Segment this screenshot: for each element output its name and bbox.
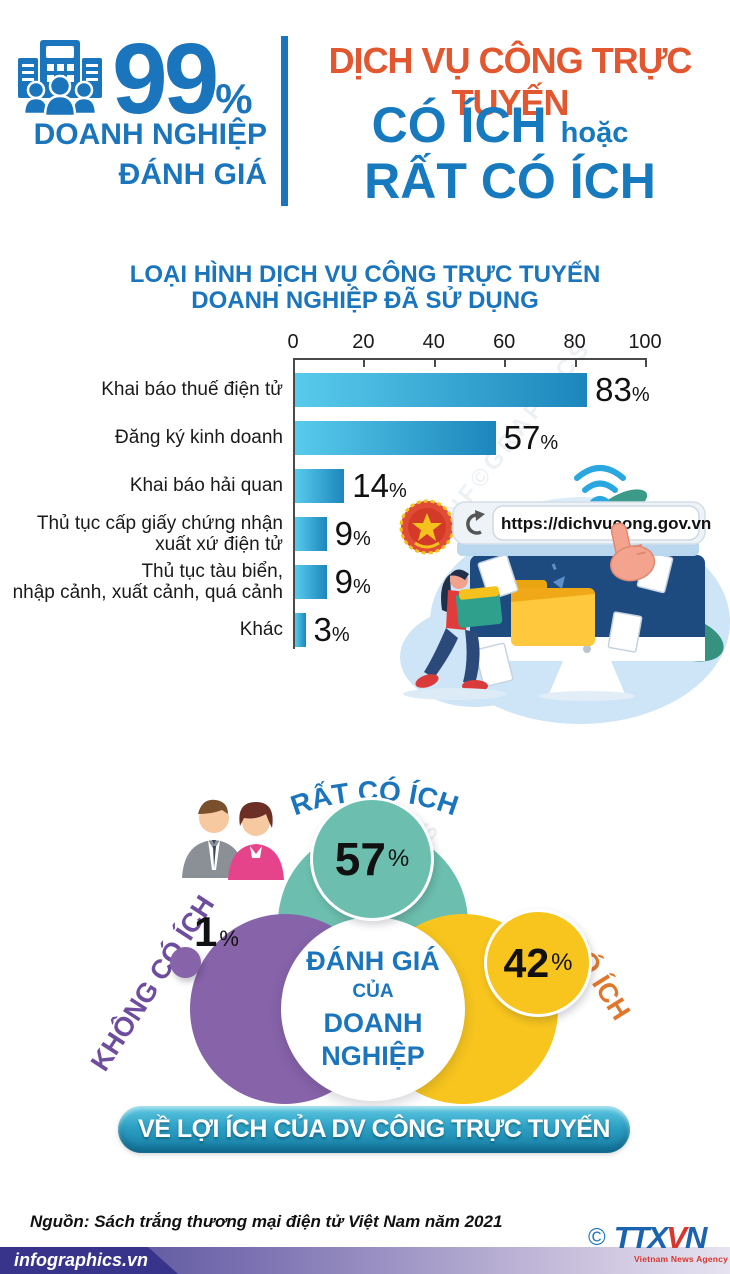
axis-tick-label: 100	[628, 331, 662, 353]
refresh-icon	[466, 510, 485, 535]
axis-tick-label: 60	[493, 331, 516, 353]
bar-row: Khai báo hải quan 14%	[0, 462, 730, 510]
bar-track: 9%	[295, 515, 730, 552]
benefit-banner-text: VỀ LỢI ÍCH CỦA DV CÔNG TRỰC TUYẾN	[138, 1115, 610, 1143]
axis-baseline	[293, 358, 295, 649]
folder-icon	[511, 580, 595, 646]
bar-fill	[295, 517, 327, 551]
bar-chart-axis: 0 20 40 60 80 100	[287, 331, 662, 371]
stat-label-line1: DOANH NGHIỆP	[33, 118, 267, 151]
venn-value-not-useful: 1%	[194, 908, 239, 955]
bar-row: Thủ tục tàu biển, nhập cảnh, xuất cảnh, …	[0, 558, 730, 606]
bar-value: 9%	[334, 515, 371, 552]
emphasis-1-text: CÓ ÍCH	[371, 97, 547, 153]
venn-center-line1: ĐÁNH GIÁ	[306, 946, 440, 977]
venn-center-line2: CỦA	[352, 981, 394, 1003]
venn-center: ĐÁNH GIÁ CỦA DOANH NGHIỆP	[281, 917, 465, 1101]
bar-fill	[295, 613, 306, 647]
site-name: infographics.vn	[14, 1250, 149, 1270]
agency-logo: © TTXVN Vietnam News Agency	[588, 1222, 728, 1264]
bar-row: Khác 3%	[0, 606, 730, 654]
axis-tick-label: 80	[563, 331, 586, 353]
agency-subtitle: Vietnam News Agency	[633, 1254, 728, 1264]
bar-label: Khai báo hải quan	[129, 475, 283, 497]
bar-fill	[295, 469, 345, 503]
venn-value-useful: 42%	[484, 909, 592, 1017]
axis-tick-label: 40	[422, 331, 445, 353]
venn-value-very-useful: 57%	[310, 797, 434, 921]
business-people-illustration	[182, 799, 284, 880]
online-service-illustration: https://dichvucong.gov.vn	[399, 465, 730, 724]
bar-value: 83%	[595, 371, 650, 408]
bar-fill	[295, 565, 327, 599]
bar-track: 14%	[295, 467, 730, 504]
bar-track: 9%	[295, 563, 730, 600]
bar-fill	[295, 421, 496, 455]
bar-value: 14%	[352, 467, 407, 504]
header-title: DỊCH VỤ CÔNG TRỰC TUYẾN	[328, 40, 693, 123]
venn-dot-not-useful	[170, 947, 201, 978]
bar-label: Khác	[239, 619, 283, 641]
bar-row: Khai báo thuế điện tử 83%	[0, 366, 730, 414]
ttxvn-logo: TTXVN	[613, 1220, 708, 1255]
axis-tick-label: 0	[287, 331, 299, 353]
url-text: https://dichvucong.gov.vn	[501, 514, 711, 533]
bar-value: 9%	[334, 563, 371, 600]
bar-chart-title-line1: LOẠI HÌNH DỊCH VỤ CÔNG TRỰC TUYẾN	[129, 261, 601, 288]
bar-track: 3%	[295, 611, 730, 648]
venn-center-line4: NGHIỆP	[321, 1040, 425, 1071]
venn-center-line3: DOANH	[323, 1007, 423, 1038]
axis-tick	[433, 358, 436, 367]
bar-label: Khai báo thuế điện tử	[101, 379, 283, 401]
bar-label: Thủ tục cấp giấy chứng nhận xuất xứ điện…	[36, 512, 283, 555]
bar-chart-title: LOẠI HÌNH DỊCH VỤ CÔNG TRỰC TUYẾN DOANH …	[0, 261, 730, 315]
benefit-banner: VỀ LỢI ÍCH CỦA DV CÔNG TRỰC TUYẾN	[118, 1106, 630, 1153]
copyright-icon: ©	[588, 1223, 606, 1251]
paper-decoration	[474, 550, 674, 688]
stat-label-line2: ĐÁNH GIÁ	[118, 158, 267, 191]
bar-row: Thủ tục cấp giấy chứng nhận xuất xứ điện…	[0, 510, 730, 558]
bar-label: Đăng ký kinh doanh	[115, 427, 283, 449]
source-note: Nguồn: Sách trắng thương mại điện tử Việ…	[30, 1212, 503, 1231]
hand-cursor-icon	[610, 522, 656, 582]
enterprise-building-icon	[18, 40, 102, 118]
axis-line	[293, 358, 647, 360]
bar-row: Đăng ký kinh doanh 57%	[0, 414, 730, 462]
axis-tick	[504, 358, 507, 367]
conjunction-text: hoặc	[560, 117, 629, 149]
bar-fill	[295, 373, 588, 407]
header-divider	[281, 36, 288, 206]
browser-address-bar: https://dichvucong.gov.vn	[452, 501, 711, 556]
axis-tick-label: 20	[352, 331, 375, 353]
header-emphasis-1: CÓ ÍCH hoặc	[296, 96, 704, 154]
axis-tick	[645, 358, 647, 367]
bar-chart-title-line2: DOANH NGHIỆP ĐÃ SỬ DỤNG	[191, 287, 539, 315]
axis-tick	[574, 358, 577, 367]
stat-percentage: 99%	[112, 23, 253, 135]
bar-track: 83%	[295, 371, 730, 408]
woman-illustration	[403, 569, 507, 700]
vietnam-emblem-icon	[399, 499, 455, 555]
bar-chart: Khai báo thuế điện tử 83% Đăng ký kinh d…	[0, 366, 730, 654]
bar-track: 57%	[295, 419, 730, 456]
axis-tick	[363, 358, 366, 367]
bar-label: Thủ tục tàu biển, nhập cảnh, xuất cảnh, …	[12, 560, 283, 603]
footer-badge	[0, 1247, 178, 1274]
bar-value: 57%	[503, 419, 559, 456]
header-emphasis-2: RẤT CÓ ÍCH	[364, 153, 656, 209]
bar-value: 3%	[313, 611, 350, 648]
